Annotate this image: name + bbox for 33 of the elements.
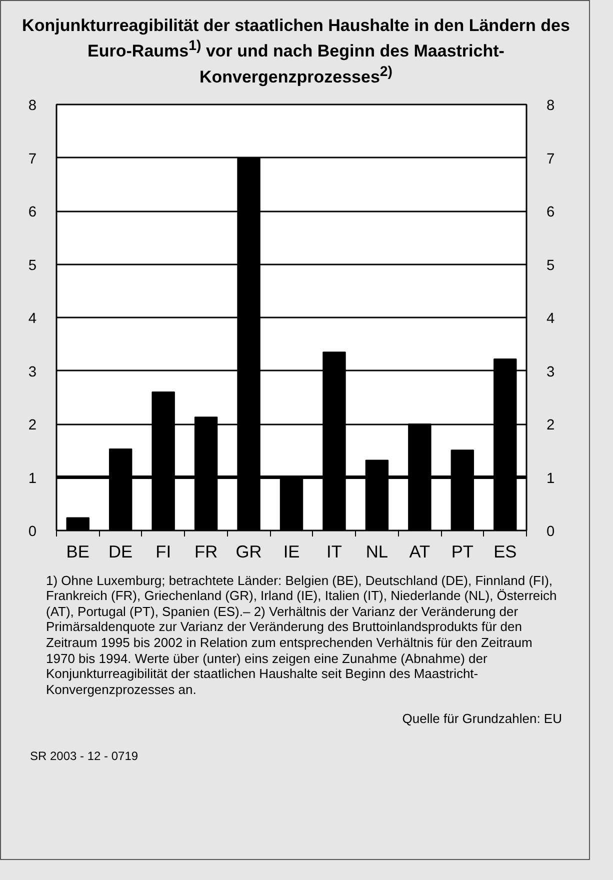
- x-tick-label: ES: [494, 541, 517, 562]
- x-tick-label: IE: [283, 541, 300, 562]
- y2-tick-label: 7: [546, 150, 555, 167]
- y-tick-label: 1: [28, 470, 37, 486]
- x-tick-label: NL: [366, 541, 388, 562]
- y2-tick-label: 0: [546, 524, 555, 540]
- x-tick-label: GR: [236, 541, 262, 562]
- source-note: Quelle für Grundzahlen: EU: [401, 711, 562, 727]
- x-tick-label: IT: [326, 541, 342, 562]
- x-tick-label: FR: [194, 541, 218, 562]
- y2-tick-label: 2: [546, 417, 555, 434]
- chart-title: Konjunkturreagibilität der staatlichen Haushalte in den Ländern des Euro-Raums$^{1)}$ vor und nach Beginn des Maastricht-Konvergenzprozesses$^{2)}$: [21, 15, 571, 88]
- x-tick-label: DE: [108, 541, 133, 562]
- y-tick-label: 4: [28, 310, 37, 327]
- y2-tick-label: 5: [546, 257, 555, 274]
- y-tick-label: 5: [28, 257, 37, 274]
- y-tick-label: 7: [28, 150, 37, 167]
- y-tick-label: 2: [28, 417, 37, 434]
- y2-tick-label: 6: [546, 204, 555, 220]
- y-tick-label: 6: [28, 204, 37, 220]
- x-tick-label: BE: [66, 541, 90, 562]
- y-tick-label: 8: [28, 98, 37, 114]
- y-tick-label: 0: [28, 524, 37, 540]
- text: SR 2003 - 12 - 0719: [30, 748, 140, 764]
- y2-tick-label: 1: [546, 470, 555, 486]
- text: 1) Ohne Luxemburg; betrachtete Länder: Belgien (BE), Deutschland (DE), Finnland (FI), Frankreich (FR), Griechenland (GR), Irland (IE), Italien (IT), Niederlande (NL), Österreich (AT), Portugal (PT), Spanien (ES).– 2) Verhältnis der Varianz der Veränderung der Primärsaldenquote zur Varianz der Veränderung des Bruttoinlandsprodukts für den Zeitraum 1995 bis 2002 in Relation zum entsprechenden Verhältnis für den Zeitraum 1970 bis 1994. Werte über (unter) eins zeigen eine Zunahme (Abnahme) der Konjunkturreagibilität der staatlichen Haushalte seit Beginn des Maastricht-Konvergenzprozesses an.: [46, 572, 558, 698]
- y2-tick-label: 3: [546, 364, 555, 380]
- x-tick-label: PT: [451, 541, 474, 562]
- x-tick-label: FI: [156, 541, 172, 562]
- y2-tick-label: 8: [546, 98, 555, 114]
- x-tick-label: AT: [409, 541, 431, 562]
- y2-tick-label: 4: [546, 310, 555, 327]
- y-tick-label: 3: [28, 364, 37, 380]
